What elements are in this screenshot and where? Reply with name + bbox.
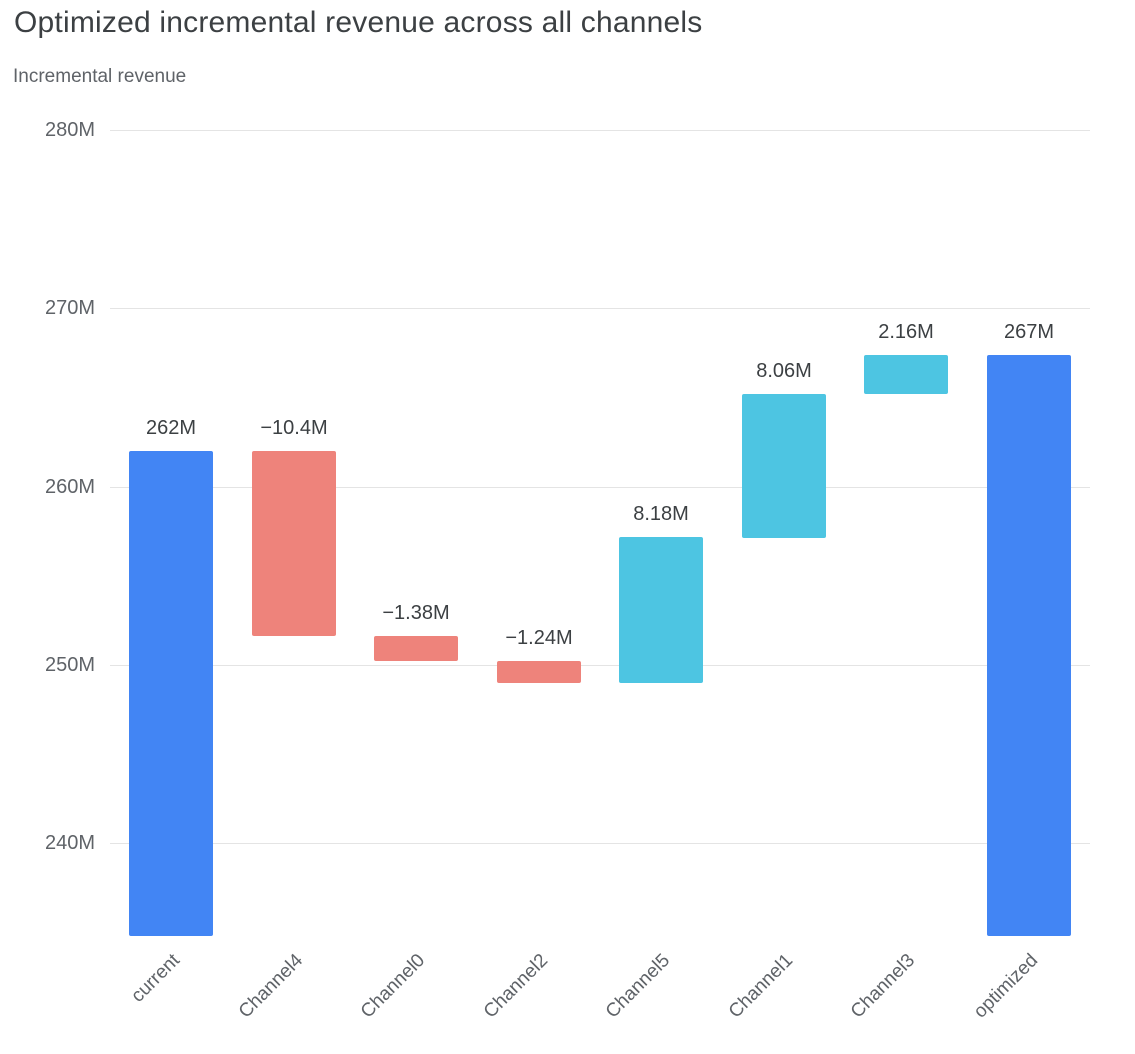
chart-subtitle: Incremental revenue [13, 66, 187, 87]
bar-channel1[interactable] [742, 394, 826, 538]
bar-value-label-current: 262M [145, 417, 197, 439]
gridline-280m [110, 130, 1090, 131]
bar-channel3[interactable] [864, 355, 948, 394]
y-axis-label-270m: 270M [44, 297, 95, 319]
bar-value-label-channel3: 2.16M [878, 321, 934, 343]
bar-value-label-channel5: 8.18M [633, 503, 689, 525]
gridline-260m [110, 487, 1090, 488]
bar-channel4[interactable] [252, 451, 336, 636]
bar-channel0[interactable] [374, 636, 458, 661]
gridline-250m [110, 665, 1090, 666]
x-axis-label-channel4: Channel4 [234, 950, 307, 1023]
x-axis-label-optimized: optimized [969, 950, 1042, 1023]
y-axis-label-240m: 240M [44, 832, 95, 854]
bar-value-label-channel1: 8.06M [756, 360, 812, 382]
x-axis-label-current: current [127, 950, 184, 1007]
bar-optimized[interactable] [987, 355, 1071, 936]
gridline-270m [110, 308, 1090, 309]
y-axis-label-280m: 280M [44, 119, 95, 141]
x-axis-label-channel2: Channel2 [479, 950, 552, 1023]
chart-title: Optimized incremental revenue across all… [14, 6, 703, 39]
bar-current[interactable] [129, 451, 213, 936]
gridline-240m [110, 843, 1090, 844]
x-axis-label-channel1: Channel1 [724, 950, 797, 1023]
bar-value-label-channel2: −1.24M [505, 627, 573, 649]
y-axis-label-250m: 250M [44, 654, 95, 676]
bar-channel2[interactable] [497, 661, 581, 683]
x-axis-label-channel3: Channel3 [846, 950, 919, 1023]
y-axis-label-260m: 260M [44, 476, 95, 498]
bar-channel5[interactable] [619, 537, 703, 683]
x-axis-label-channel5: Channel5 [601, 950, 674, 1023]
bar-value-label-channel4: −10.4M [260, 417, 328, 439]
bar-value-label-channel0: −1.38M [382, 602, 450, 624]
bar-value-label-optimized: 267M [1003, 321, 1055, 343]
x-axis-label-channel0: Channel0 [356, 950, 429, 1023]
